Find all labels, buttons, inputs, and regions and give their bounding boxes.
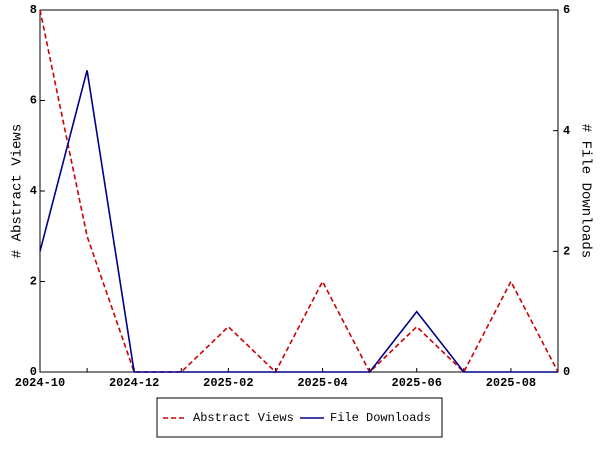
- legend-box: [156, 397, 443, 438]
- x-tick-label: 2024-12: [109, 376, 159, 390]
- y2-tick-label: 6: [563, 3, 570, 17]
- y2-tick-label: 2: [563, 245, 570, 259]
- y-tick-label: 2: [30, 275, 37, 289]
- x-tick-label: 2025-08: [486, 376, 536, 390]
- y2-tick-label: 4: [563, 124, 570, 138]
- x-tick-label: 2025-04: [297, 376, 347, 390]
- data-line: [39, 70, 558, 373]
- y-tick-label: 6: [30, 94, 37, 108]
- y2-axis-title: # File Downloads: [577, 124, 593, 258]
- data-line: [39, 9, 559, 374]
- x-tick-label: 2024-10: [15, 376, 65, 390]
- x-tick-label: 2025-06: [392, 376, 442, 390]
- y-axis-title: # Abstract Views: [10, 124, 26, 258]
- y-tick-label: 0: [30, 365, 37, 379]
- x-tick-label: 2025-02: [203, 376, 253, 390]
- plot-frame: [39, 9, 559, 373]
- y-tick-label: 4: [30, 184, 37, 198]
- y2-tick-label: 0: [563, 365, 570, 379]
- y-tick-label: 8: [30, 3, 37, 17]
- legend-label: File Downloads: [330, 411, 431, 425]
- legend-label: Abstract Views: [193, 411, 294, 425]
